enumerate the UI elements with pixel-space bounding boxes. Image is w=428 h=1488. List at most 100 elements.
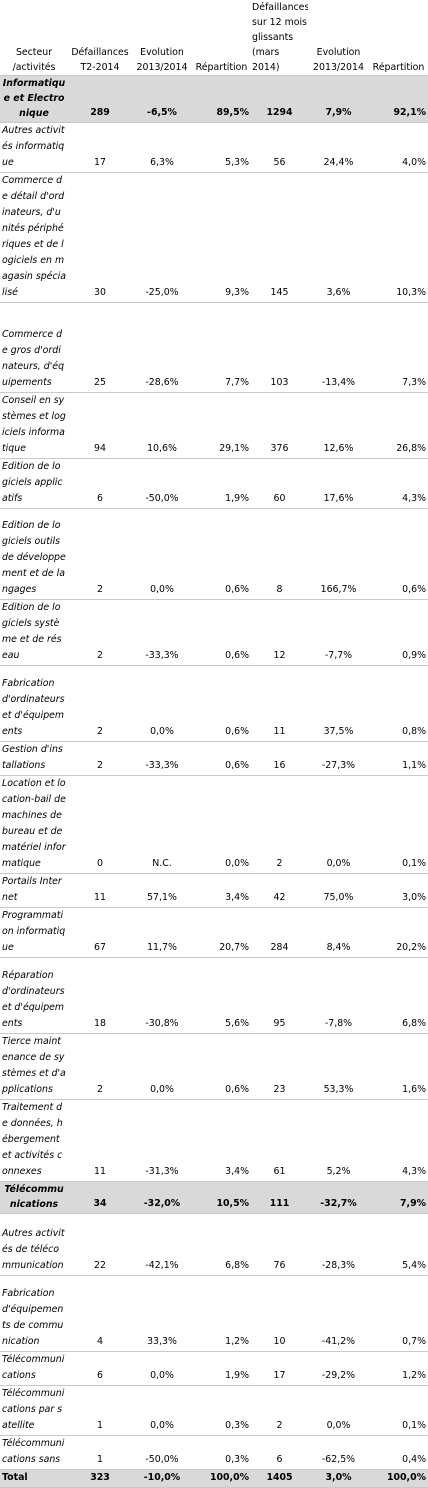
defaillances-t2: 17	[68, 122, 132, 173]
defaillances-t2: 22	[68, 1213, 132, 1276]
row-label: Autres activités de télécommunication	[0, 1213, 68, 1276]
repartition-12-mois: 0,8%	[369, 665, 428, 742]
evolution-12-mois: -62,5%	[308, 1435, 369, 1470]
repartition-12-mois: 10,3%	[369, 172, 428, 303]
defaillances-12-mois: 12	[251, 599, 308, 666]
defaillances-12-mois: 10	[251, 1275, 308, 1352]
repartition-12-mois: 3,0%	[369, 873, 428, 908]
defaillances-t2: 2	[68, 508, 132, 600]
table-row: Location et location-bail de machines de…	[0, 775, 428, 874]
evolution-12-mois: -7,7%	[308, 599, 369, 666]
evolution-t2: 0,0%	[132, 1385, 192, 1436]
evolution-t2: -31,3%	[132, 1099, 192, 1182]
repartition-t2: 5,3%	[192, 122, 251, 173]
evolution-12-mois: 166,7%	[308, 508, 369, 600]
table-row: Edition de logiciels système et de résea…	[0, 599, 428, 666]
evolution-12-mois: 3,0%	[308, 1469, 369, 1488]
evolution-t2: 0,0%	[132, 508, 192, 600]
header-evolution-t2: Evolution 2013/2014	[132, 0, 192, 76]
repartition-t2: 20,7%	[192, 907, 251, 958]
table-row: Télécommunications 6 0,0% 1,9% 17 -29,2% 1,2%	[0, 1351, 428, 1386]
repartition-12-mois: 26,8%	[369, 392, 428, 459]
repartition-t2: 3,4%	[192, 1099, 251, 1182]
repartition-t2: 5,6%	[192, 957, 251, 1034]
header-row: Secteur /activités Défaillances T2-2014 …	[0, 0, 428, 76]
defaillances-t2: 67	[68, 907, 132, 958]
defaillances-12-mois: 111	[251, 1181, 308, 1214]
table-row: Réparation d'ordinateurs et d'équipement…	[0, 957, 428, 1034]
repartition-12-mois: 92,1%	[369, 75, 428, 123]
evolution-t2: -10,0%	[132, 1469, 192, 1488]
evolution-12-mois: -27,3%	[308, 741, 369, 776]
repartition-t2: 0,0%	[192, 775, 251, 874]
defaillances-12-mois: 103	[251, 302, 308, 393]
evolution-t2: -42,1%	[132, 1213, 192, 1276]
repartition-t2: 7,7%	[192, 302, 251, 393]
defaillances-12-mois: 42	[251, 873, 308, 908]
repartition-t2: 1,9%	[192, 458, 251, 509]
table-row: Autres activités de télécommunication 22-…	[0, 1213, 428, 1276]
row-label: Commerce de détail d'ordinateurs, d'unit…	[0, 172, 68, 303]
defaillances-12-mois: 8	[251, 508, 308, 600]
defaillances-t2: 2	[68, 665, 132, 742]
defaillances-t2: 4	[68, 1275, 132, 1352]
table-row: Conseil en systèmes et logiciels informa…	[0, 392, 428, 459]
defaillances-12-mois: 60	[251, 458, 308, 509]
table-row: Edition de logiciels applicatifs 6 -50,0% 1…	[0, 458, 428, 509]
defaillances-t2: 30	[68, 172, 132, 303]
defaillances-12-mois: 61	[251, 1099, 308, 1182]
repartition-12-mois: 0,9%	[369, 599, 428, 666]
evolution-t2: -6,5%	[132, 75, 192, 123]
repartition-12-mois: 6,8%	[369, 957, 428, 1034]
defaillances-12-mois: 6	[251, 1435, 308, 1470]
repartition-12-mois: 0,7%	[369, 1275, 428, 1352]
table-row: Gestion d'installations 2 -33,3% 0,6% 16 -27,…	[0, 741, 428, 776]
repartition-t2: 0,6%	[192, 741, 251, 776]
evolution-t2: 0,0%	[132, 1351, 192, 1386]
header-repartition-t2: Répartition	[192, 0, 251, 76]
defaillances-t2: 2	[68, 741, 132, 776]
evolution-t2: -30,8%	[132, 957, 192, 1034]
evolution-t2: -33,3%	[132, 599, 192, 666]
row-label: Fabrication d'équipements de communicati…	[0, 1275, 68, 1352]
table-row: Programmation informatique 67 11,7% 20,7% 28…	[0, 907, 428, 958]
repartition-12-mois: 1,6%	[369, 1033, 428, 1100]
row-label: Traitement de données, hébergement et ac…	[0, 1099, 68, 1182]
table-row: Télécommunications sans 1 -50,0% 0,3% 6 -62,5…	[0, 1435, 428, 1470]
defaillances-12-mois: 23	[251, 1033, 308, 1100]
defaillances-t2: 34	[68, 1181, 132, 1214]
header-defaillances-12-mois: Défaillances sur 12 mois glissants (mars…	[251, 0, 308, 76]
evolution-12-mois: -13,4%	[308, 302, 369, 393]
row-label: Informatique et Electronique	[0, 75, 68, 123]
header-defaillances-t2: Défaillances T2-2014	[68, 0, 132, 76]
row-label: Fabrication d'ordinateurs et d'équipemen…	[0, 665, 68, 742]
evolution-12-mois: -29,2%	[308, 1351, 369, 1386]
defaillances-t2: 2	[68, 599, 132, 666]
evolution-12-mois: 0,0%	[308, 1385, 369, 1436]
defaillances-12-mois: 76	[251, 1213, 308, 1276]
table-row: Commerce de détail d'ordinateurs, d'unit…	[0, 172, 428, 303]
repartition-12-mois: 100,0%	[369, 1469, 428, 1488]
evolution-12-mois: -32,7%	[308, 1181, 369, 1214]
repartition-t2: 0,3%	[192, 1385, 251, 1436]
evolution-12-mois: -7,8%	[308, 957, 369, 1034]
evolution-12-mois: 8,4%	[308, 907, 369, 958]
repartition-t2: 0,6%	[192, 508, 251, 600]
row-label: Autres activités informatique	[0, 122, 68, 173]
defaillances-t2: 2	[68, 1033, 132, 1100]
row-label: Edition de logiciels applicatifs	[0, 458, 68, 509]
evolution-12-mois: 7,9%	[308, 75, 369, 123]
defaillances-12-mois: 2	[251, 1385, 308, 1436]
row-label: Total	[0, 1469, 68, 1488]
repartition-12-mois: 1,1%	[369, 741, 428, 776]
evolution-t2: N.C.	[132, 775, 192, 874]
evolution-t2: -32,0%	[132, 1181, 192, 1214]
defaillances-t2: 11	[68, 1099, 132, 1182]
evolution-12-mois: -28,3%	[308, 1213, 369, 1276]
repartition-t2: 1,9%	[192, 1351, 251, 1386]
defaillances-t2: 289	[68, 75, 132, 123]
defaillances-12-mois: 56	[251, 122, 308, 173]
defaillances-12-mois: 16	[251, 741, 308, 776]
row-label: Réparation d'ordinateurs et d'équipement…	[0, 957, 68, 1034]
